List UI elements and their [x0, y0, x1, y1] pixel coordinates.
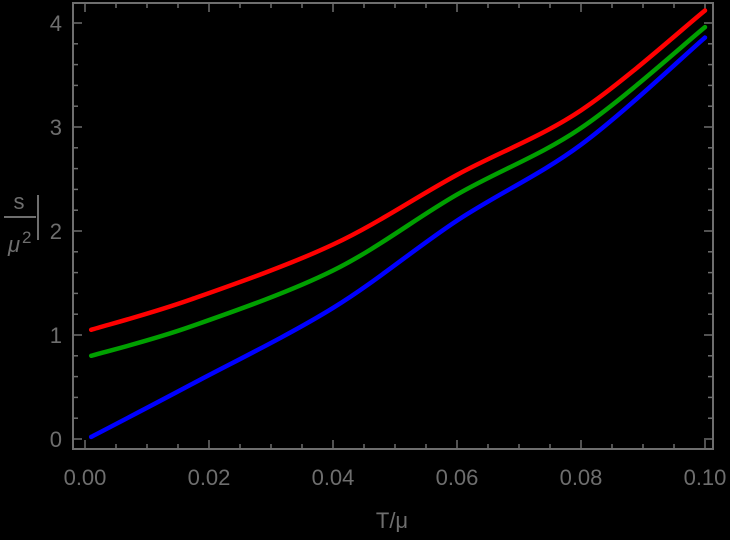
- curve-blue: [88, 35, 708, 440]
- curve-green: [88, 24, 708, 359]
- x-tick-label: 0.06: [436, 465, 479, 490]
- plot-frame: [72, 2, 714, 450]
- y-tick-label: 2: [50, 219, 62, 244]
- x-tick-label: 0.02: [188, 465, 231, 490]
- x-axis-title: T/μ: [376, 508, 408, 533]
- x-tick-label: 0.04: [312, 465, 355, 490]
- y-tick-label: 3: [50, 115, 62, 140]
- curve-red: [88, 8, 708, 333]
- y-tick-label: 4: [50, 11, 62, 36]
- y-tick-label: 0: [50, 427, 62, 452]
- x-tick-label: 0.00: [64, 465, 107, 490]
- y-tick-label: 1: [50, 323, 62, 348]
- x-axis-ticks: 0.00 0.02 0.04 0.06 0.08 0.10: [64, 3, 727, 490]
- data-curves: [88, 8, 708, 440]
- x-tick-label: 0.10: [684, 465, 727, 490]
- y-axis-ticks: 0 1 2 3 4: [50, 11, 713, 452]
- y-axis-title: sμ 2: [4, 189, 39, 257]
- y-axis-title-denominator: μ: [7, 232, 20, 257]
- y-axis-title-exponent: 2: [22, 228, 31, 247]
- x-tick-label: 0.08: [560, 465, 603, 490]
- y-axis-title-numerator: s: [14, 189, 25, 214]
